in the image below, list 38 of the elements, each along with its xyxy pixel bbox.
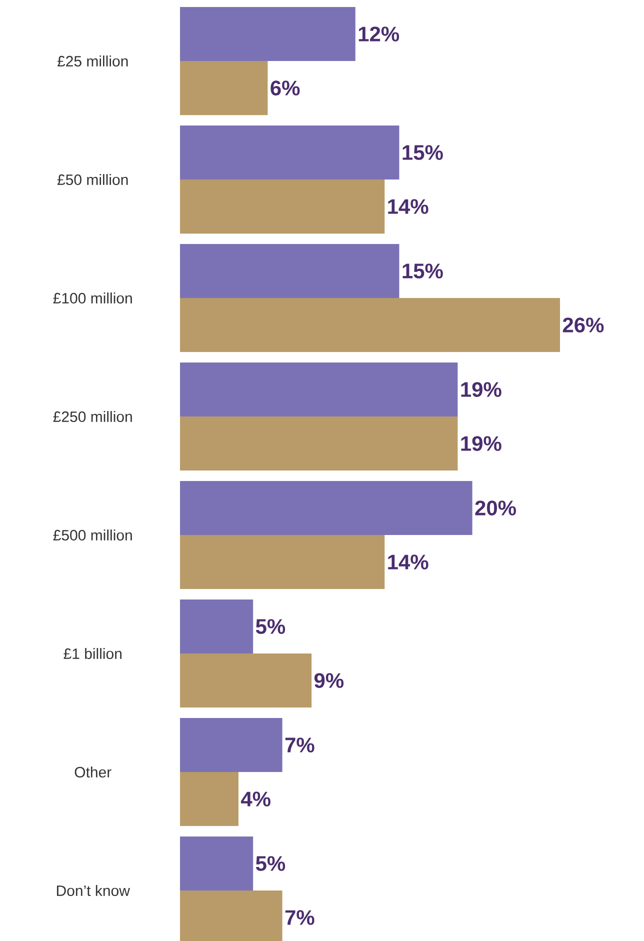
bar — [180, 6, 356, 62]
bar — [180, 416, 458, 471]
data-label: 14% — [388, 554, 428, 570]
bar — [180, 180, 385, 234]
y-tick-label: Don’t know — [56, 885, 130, 896]
data-label: 12% — [358, 26, 400, 42]
data-label: 5% — [256, 856, 286, 871]
data-label: 15% — [402, 145, 443, 160]
data-label: 19% — [461, 382, 502, 397]
bar — [180, 535, 385, 590]
data-label: 15% — [402, 264, 443, 278]
data-label: 4% — [240, 792, 270, 806]
bar — [180, 599, 254, 654]
data-label: 5% — [256, 619, 286, 634]
bar — [180, 362, 458, 417]
data-label: 7% — [285, 910, 314, 925]
bar — [180, 718, 282, 772]
bar — [180, 125, 400, 180]
bar — [180, 654, 312, 708]
data-label: 26% — [562, 318, 604, 332]
data-label: 19% — [461, 436, 502, 451]
data-label: 14% — [388, 199, 428, 214]
bar — [180, 480, 472, 536]
y-tick-label: £250 million — [53, 411, 132, 422]
bar — [180, 61, 268, 116]
y-tick-label: £25 million — [57, 56, 128, 67]
y-tick-label: £1 billion — [64, 648, 122, 660]
y-tick-label: £500 million — [53, 530, 132, 541]
y-tick-label: £50 million — [57, 174, 128, 186]
bar — [180, 244, 400, 298]
bar — [180, 772, 238, 826]
data-label: 7% — [285, 738, 314, 752]
y-tick-label: Other — [74, 766, 112, 778]
data-label: 6% — [270, 80, 300, 96]
bar — [180, 298, 560, 352]
y-tick-label: £100 million — [53, 292, 132, 304]
data-label: 9% — [314, 673, 344, 688]
data-label: 20% — [475, 500, 516, 516]
